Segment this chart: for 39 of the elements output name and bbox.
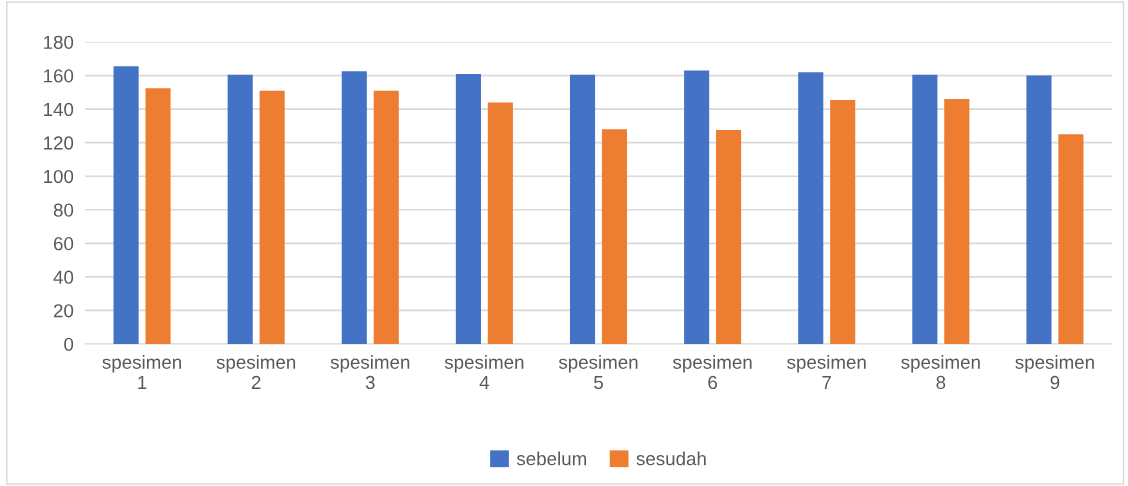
- x-tick-label: spesimen 4: [444, 355, 524, 389]
- y-tick-label: 60: [53, 237, 74, 251]
- legend-label: sebelum: [516, 451, 587, 466]
- bar: [601, 129, 628, 344]
- x-tick-label: spesimen 9: [1015, 355, 1094, 390]
- y-tick-label: 180: [44, 35, 74, 49]
- x-tick-label: spesimen 5: [558, 355, 638, 390]
- y-tick-label: 0: [64, 337, 74, 351]
- bar: [569, 74, 596, 344]
- x-tick-label: spesimen 3: [330, 355, 410, 390]
- bar: [684, 70, 710, 344]
- x-tick-label: spesimen 7: [787, 355, 866, 389]
- y-tick-label: 20: [53, 304, 74, 318]
- bar: [373, 90, 399, 344]
- bar: [1026, 75, 1052, 344]
- bar: [830, 99, 856, 344]
- y-tick-label: 40: [53, 270, 74, 284]
- y-tick-label: 80: [53, 203, 74, 217]
- bar: [716, 130, 742, 344]
- bar: [455, 73, 481, 344]
- x-tick-label: spesimen 6: [673, 355, 752, 390]
- legend-label: sesudah: [636, 451, 706, 466]
- y-tick-label: 100: [44, 169, 74, 184]
- bar: [798, 72, 824, 344]
- bar: [113, 66, 139, 344]
- bar: [944, 99, 970, 344]
- y-tick-label: 120: [44, 136, 74, 150]
- bar: [1058, 134, 1084, 344]
- y-tick-label: 160: [44, 69, 74, 83]
- x-tick-label: spesimen 1: [102, 355, 181, 389]
- y-tick-label: 140: [44, 102, 74, 117]
- bar: [487, 102, 513, 344]
- bar: [145, 88, 171, 344]
- bar: [341, 71, 367, 344]
- bar: [227, 74, 253, 344]
- bar: [259, 90, 285, 344]
- bar: [912, 74, 938, 344]
- x-tick-label: spesimen 8: [901, 355, 980, 390]
- x-tick-label: spesimen 2: [216, 355, 296, 389]
